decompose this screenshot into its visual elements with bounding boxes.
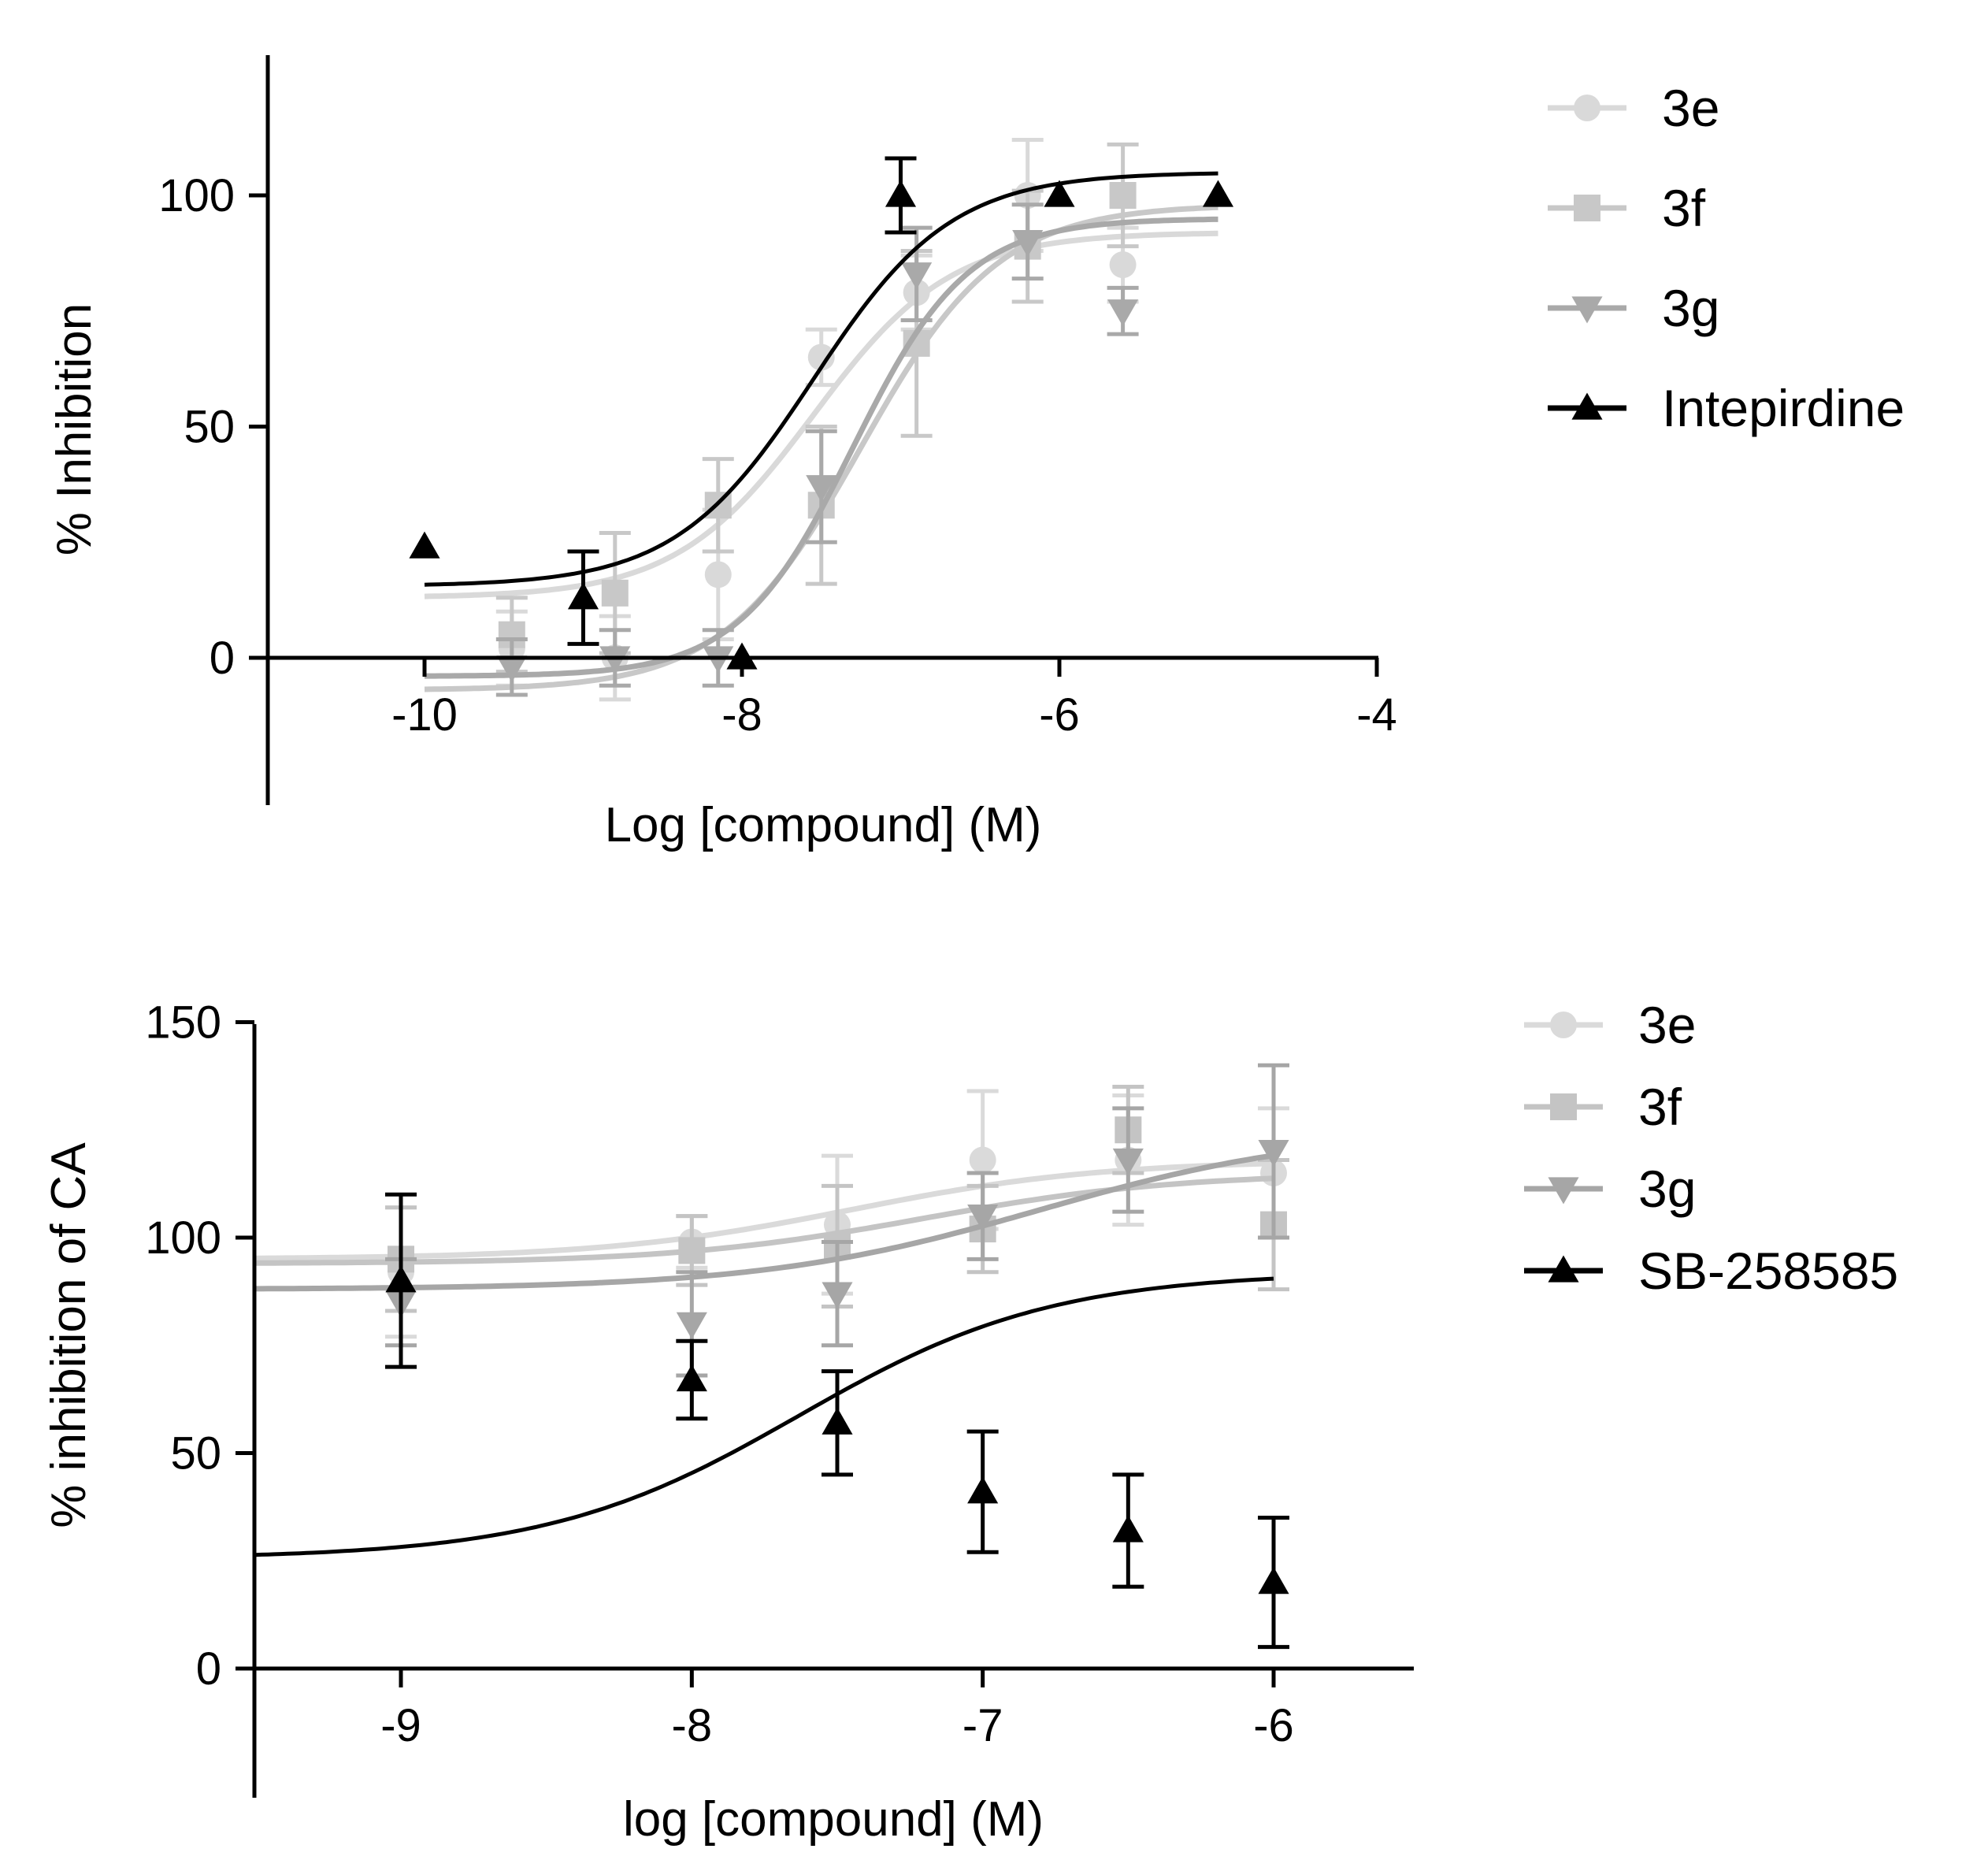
- top-x-tick-label: -4: [1356, 689, 1397, 741]
- bottom-x-tick-label: -6: [1253, 1700, 1294, 1751]
- top-data-point: [496, 655, 528, 683]
- bottom-legend-entry: 3f: [1524, 1078, 1682, 1136]
- bottom-series-3g: [255, 1063, 1289, 1378]
- top-series-3g: [425, 202, 1218, 697]
- top-data-point: [1109, 182, 1137, 209]
- top-y-axis-title: % Inhibition: [47, 303, 102, 556]
- bottom-data-point: [676, 1312, 707, 1339]
- bottom-legend-label: SB-258585: [1638, 1242, 1898, 1300]
- top-legend-marker: [1574, 95, 1600, 121]
- bottom-x-axis-title: log [compound] (M): [623, 1792, 1044, 1847]
- top-data-point: [1109, 251, 1137, 279]
- top-x-tick-label: -6: [1039, 689, 1080, 741]
- bottom-y-tick-label: 150: [145, 997, 221, 1049]
- bottom-data-point: [1112, 1148, 1144, 1176]
- bottom-data-point: [967, 1204, 999, 1232]
- top-data-point: [885, 180, 917, 207]
- top-data-point: [1012, 230, 1044, 258]
- bottom-y-tick-label: 0: [196, 1643, 221, 1695]
- bottom-data-point: [967, 1476, 999, 1504]
- top-legend-marker: [1574, 195, 1600, 221]
- bottom-data-point: [1258, 1567, 1289, 1594]
- top-ticks: -10 -8 -6 -4 0 50 100: [158, 170, 1397, 741]
- bottom-plot-elements: [255, 1063, 1289, 1650]
- top-data-point: [1044, 180, 1075, 207]
- top-x-axis-title: Log [compound] (M): [605, 798, 1042, 852]
- bottom-legend-entry: 3g: [1524, 1160, 1696, 1218]
- bottom-x-tick-label: -7: [962, 1700, 1003, 1751]
- bottom-series-SB-258585: [255, 1192, 1289, 1650]
- bottom-legend: 3e 3f 3g SB-258585: [1524, 996, 1898, 1300]
- top-legend-label: Intepirdine: [1662, 379, 1905, 437]
- bottom-data-point: [969, 1146, 996, 1174]
- bottom-legend-marker: [1548, 1255, 1579, 1283]
- bottom-legend-label: 3f: [1638, 1078, 1682, 1136]
- top-data-point: [901, 262, 933, 290]
- top-data-point: [807, 343, 835, 371]
- bottom-y-axis-title: % inhibition of CA: [42, 1142, 96, 1528]
- bottom-legend-label: 3e: [1638, 996, 1696, 1054]
- top-data-point: [806, 475, 837, 503]
- top-legend-entry: 3f: [1548, 179, 1706, 237]
- top-legend-label: 3e: [1662, 79, 1719, 137]
- top-legend-entry: 3e: [1548, 79, 1719, 137]
- bottom-data-point: [822, 1282, 853, 1309]
- bottom-y-tick-label: 50: [170, 1428, 221, 1479]
- bottom-data-point: [385, 1265, 417, 1293]
- top-chart: -10 -8 -6 -4 0 50 100 Log [compound] (M) % Inh…: [47, 55, 1905, 852]
- bottom-data-point: [822, 1407, 853, 1435]
- top-fit-curve: [424, 230, 1218, 600]
- bottom-data-point: [678, 1237, 706, 1264]
- bottom-data-point: [1112, 1515, 1144, 1542]
- top-x-tick-label: -10: [391, 689, 458, 741]
- top-data-point: [704, 561, 732, 588]
- top-legend-entry: 3g: [1548, 279, 1719, 337]
- top-plot-elements: [409, 138, 1234, 702]
- bottom-chart: -9 -8 -7 -6 0 50 100 150 log [compound] (M) % i…: [42, 996, 1898, 1847]
- bottom-x-tick-label: -9: [380, 1700, 421, 1751]
- top-legend-label: 3g: [1662, 279, 1719, 337]
- bottom-legend-marker: [1550, 1093, 1577, 1120]
- top-y-tick-label: 50: [184, 402, 235, 453]
- top-data-point: [1107, 299, 1139, 327]
- top-data-point: [1202, 180, 1234, 207]
- top-legend-label: 3f: [1662, 179, 1706, 237]
- top-data-point: [567, 582, 599, 610]
- bottom-ticks: -9 -8 -7 -6 0 50 100 150: [145, 997, 1294, 1752]
- top-y-tick-label: 100: [158, 170, 235, 221]
- top-legend-entry: Intepirdine: [1548, 379, 1905, 437]
- top-x-tick-label: -8: [721, 689, 762, 741]
- top-legend-marker: [1571, 296, 1603, 324]
- top-axes: [265, 55, 1378, 805]
- bottom-axes: [252, 1024, 1414, 1798]
- bottom-x-tick-label: -8: [672, 1700, 713, 1751]
- bottom-legend-marker: [1550, 1012, 1577, 1038]
- bottom-legend-marker: [1548, 1177, 1579, 1205]
- bottom-data-point: [1258, 1139, 1289, 1168]
- top-data-point: [601, 579, 629, 607]
- bottom-legend-entry: 3e: [1524, 996, 1696, 1054]
- top-y-tick-label: 0: [210, 633, 235, 684]
- top-fit-curve: [424, 171, 1218, 587]
- bottom-data-point: [676, 1364, 707, 1392]
- bottom-fit-curve: [255, 1276, 1274, 1557]
- bottom-fit-curve: [255, 1160, 1274, 1261]
- top-legend-marker: [1571, 392, 1603, 420]
- top-data-point: [409, 531, 440, 559]
- bottom-legend-entry: SB-258585: [1524, 1242, 1898, 1300]
- top-legend: 3e 3f 3g Intepirdine: [1548, 79, 1905, 437]
- bottom-y-tick-label: 100: [145, 1212, 221, 1264]
- bottom-legend-label: 3g: [1638, 1160, 1696, 1218]
- bottom-fit-curve: [255, 1153, 1274, 1292]
